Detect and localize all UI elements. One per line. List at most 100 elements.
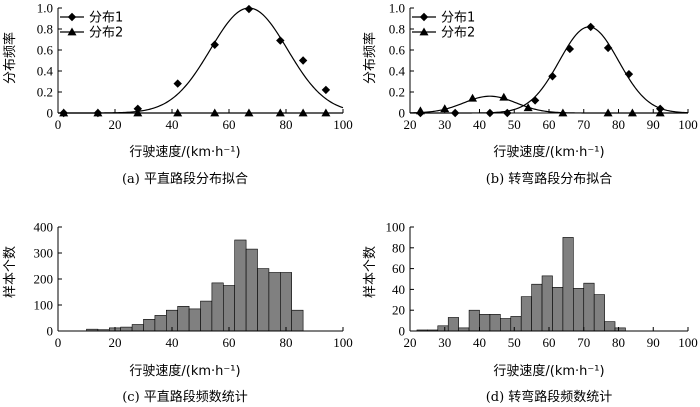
histogram-bar: [131, 324, 144, 332]
series-1-point: [565, 44, 575, 54]
panel-d-caption: (d) 转弯路段频数统计: [486, 389, 613, 405]
panel-b-ylabel: 分布频率: [362, 32, 378, 84]
series-2-fit-curve: [409, 95, 688, 114]
panel-c-plot-area: 0 20 40 60 80 100 0 100 200 300 400: [34, 220, 353, 351]
series-2-point: [173, 108, 183, 117]
series-2-point: [468, 93, 478, 102]
x-tick-label: 70: [577, 117, 590, 132]
y-tick-label: 0.2: [389, 85, 405, 100]
x-tick-label: 80: [280, 335, 293, 350]
series-2-point: [558, 108, 568, 117]
y-tick-label: 80: [392, 240, 405, 255]
series-2-point: [523, 103, 533, 112]
series-2-point: [603, 108, 613, 117]
histogram-bar: [223, 285, 236, 332]
x-tick-label: 40: [166, 117, 179, 132]
x-tick-label: 30: [438, 117, 451, 132]
legend-label: 分布2: [89, 26, 123, 41]
histogram-bar: [531, 283, 543, 332]
histogram-bar: [583, 282, 595, 332]
legend-label: 分布1: [441, 11, 475, 26]
y-tick-label: 20: [392, 303, 405, 318]
series-2-point: [298, 108, 308, 117]
y-tick-label: 0: [47, 324, 54, 339]
y-tick-label: 0: [399, 324, 406, 339]
histogram-bar: [562, 237, 574, 332]
series-1-point: [173, 79, 182, 88]
histogram-bar: [188, 308, 201, 332]
series-2-point: [93, 108, 103, 117]
x-tick-label: 0: [55, 117, 62, 132]
y-tick-label: 40: [392, 282, 405, 297]
panel-c-xlabel: 行驶速度/(km·h⁻¹): [129, 363, 240, 379]
x-tick-label: 20: [404, 335, 417, 350]
x-tick-label: 100: [678, 335, 698, 350]
histogram-bar: [245, 248, 258, 332]
series-2-point: [321, 108, 331, 117]
y-tick-label: 100: [34, 298, 54, 313]
y-tick-label: 0.4: [389, 64, 406, 79]
series-1-point: [624, 69, 634, 79]
x-tick-label: 20: [109, 117, 122, 132]
histogram-bar: [520, 296, 532, 332]
x-tick-label: 80: [612, 117, 625, 132]
panel-a-xlabel: 行驶速度/(km·h⁻¹): [129, 144, 240, 160]
series-2-point: [499, 92, 509, 101]
histogram-bar: [143, 318, 156, 332]
histogram-bar: [437, 325, 449, 332]
histogram-bar: [120, 326, 133, 332]
histogram-bar: [268, 272, 281, 332]
series-1-point: [450, 108, 460, 118]
x-tick-label: 20: [404, 117, 417, 132]
x-tick-label: 60: [543, 117, 556, 132]
x-tick-label: 60: [543, 335, 556, 350]
series-1-point: [210, 40, 219, 49]
x-tick-label: 90: [647, 335, 660, 350]
series-1-point: [276, 36, 285, 45]
x-tick-label: 0: [55, 335, 62, 350]
series-2-point: [655, 108, 665, 117]
histogram-bar: [279, 272, 292, 332]
series-1-point: [321, 85, 331, 95]
x-tick-label: 40: [473, 335, 486, 350]
series-1-point: [503, 108, 512, 118]
series-1-point: [485, 108, 495, 118]
y-tick-label: 0.6: [389, 43, 406, 58]
panel-a-ylabel: 分布频率: [2, 32, 18, 84]
y-tick-label: 100: [386, 220, 406, 235]
histogram-bar: [291, 309, 304, 332]
x-tick-label: 40: [473, 117, 486, 132]
panel-d-xlabel: 行驶速度/(km·h⁻¹): [493, 363, 604, 379]
histogram-bar: [479, 314, 491, 332]
panel-d-ylabel: 样本个数: [363, 246, 378, 298]
series-2-point: [627, 108, 637, 117]
y-tick-label: 0: [399, 106, 406, 121]
legend-triangle-marker: [419, 27, 429, 36]
series-1-point: [530, 96, 540, 105]
series-1-point: [603, 43, 613, 53]
y-tick-label: 0.6: [37, 43, 54, 58]
x-tick-label: 30: [438, 335, 451, 350]
legend-diamond-marker: [419, 12, 429, 22]
panel-b-xlabel: 行驶速度/(km·h⁻¹): [493, 144, 604, 160]
histogram-bar: [489, 314, 501, 332]
x-tick-label: 80: [612, 335, 625, 350]
histogram-bar: [154, 315, 167, 332]
y-tick-label: 200: [34, 272, 54, 287]
series-2-point: [59, 108, 69, 117]
legend-label: 分布1: [89, 11, 123, 26]
y-tick-label: 1.0: [389, 1, 405, 16]
histogram-bar: [541, 275, 553, 332]
legend-diamond-marker: [67, 12, 77, 22]
histogram-bar: [200, 300, 213, 332]
histogram-bar: [510, 316, 522, 332]
x-tick-label: 40: [166, 335, 179, 350]
y-tick-label: 0: [47, 106, 54, 121]
panel-c-caption: (c) 平直路段频数统计: [122, 389, 248, 405]
histogram-bar: [177, 305, 190, 332]
series-2-point: [275, 108, 285, 117]
x-tick-label: 20: [109, 335, 122, 350]
